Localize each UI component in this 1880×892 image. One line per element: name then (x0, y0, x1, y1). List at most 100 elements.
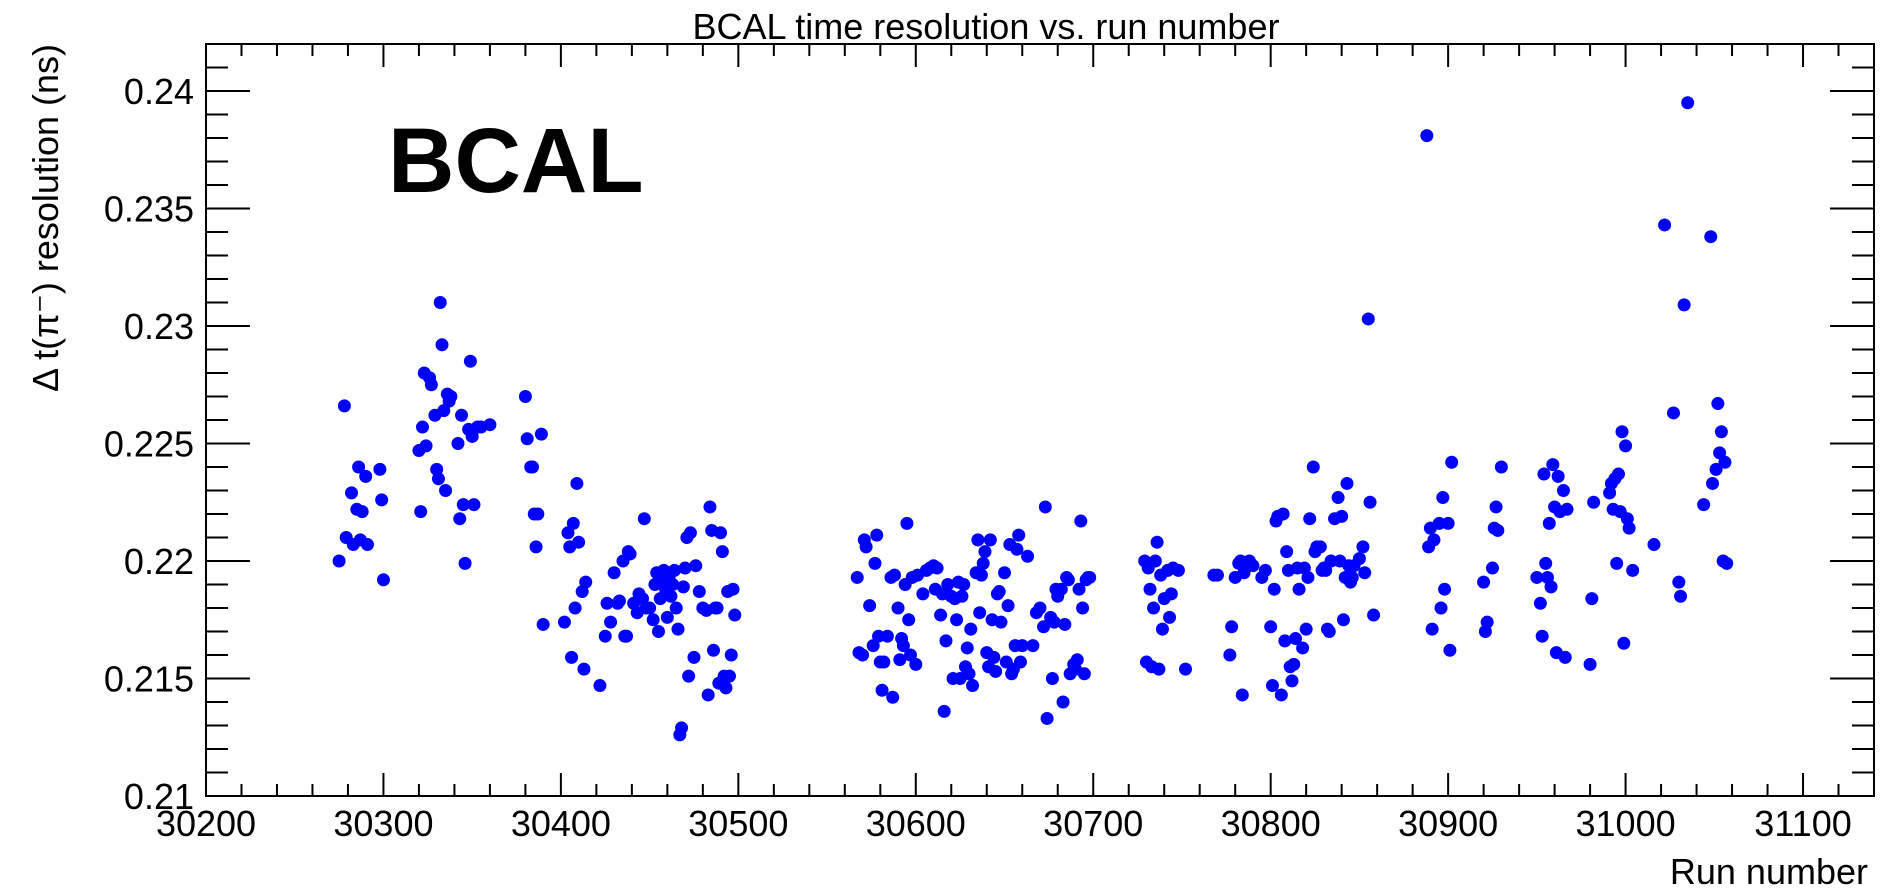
data-point (1658, 218, 1672, 232)
data-point (1299, 622, 1313, 636)
data-point (483, 418, 497, 432)
data-point (1258, 563, 1272, 577)
data-point (456, 498, 470, 512)
data-point (992, 585, 1006, 599)
data-point (1331, 491, 1345, 505)
data-point (1143, 582, 1157, 596)
data-point (950, 613, 964, 627)
data-point (939, 634, 953, 648)
x-tick-label: 31000 (1576, 803, 1676, 844)
data-point (360, 538, 374, 552)
data-point (1480, 615, 1494, 629)
data-point (467, 498, 481, 512)
data-point (359, 469, 373, 483)
data-point (1352, 552, 1366, 566)
data-point (1681, 96, 1695, 110)
data-point (1223, 648, 1237, 662)
data-point (453, 512, 467, 526)
data-point (1047, 615, 1061, 629)
x-tick-label: 31100 (1754, 803, 1851, 844)
data-point (520, 432, 534, 446)
data-point (973, 606, 987, 620)
x-axis-label: Run number (1670, 851, 1868, 892)
data-point (678, 561, 692, 575)
data-point (987, 650, 1001, 664)
data-point (710, 601, 724, 615)
data-point (703, 500, 717, 514)
data-point (726, 582, 740, 596)
data-point (1276, 507, 1290, 521)
data-point (1074, 514, 1088, 528)
data-point (1072, 582, 1086, 596)
data-point (964, 622, 978, 636)
data-point (1367, 608, 1381, 622)
data-point (1322, 625, 1336, 638)
data-point (593, 679, 607, 693)
data-point (966, 679, 980, 693)
data-point (1026, 639, 1040, 653)
data-point (1704, 230, 1718, 244)
data-point (1672, 575, 1686, 589)
data-points (332, 96, 1734, 742)
data-point (893, 653, 907, 667)
data-point (415, 420, 429, 434)
data-point (983, 533, 997, 547)
y-tick-label: 0.215 (104, 659, 194, 700)
data-point (557, 615, 571, 629)
data-point (1544, 580, 1558, 594)
data-point (1037, 620, 1051, 634)
x-tick-label: 30200 (156, 803, 256, 844)
data-point (439, 484, 453, 497)
data-point (577, 662, 591, 676)
data-point (1083, 570, 1097, 584)
data-point (600, 596, 614, 610)
data-point (1537, 467, 1551, 481)
data-point (1012, 528, 1026, 542)
data-point (518, 390, 532, 403)
data-point (1076, 601, 1090, 615)
data-point (1015, 639, 1029, 653)
data-point (435, 338, 449, 352)
data-point (955, 589, 969, 603)
data-point (455, 408, 469, 422)
data-point (565, 650, 579, 664)
data-point (1278, 634, 1292, 648)
data-point (687, 650, 701, 664)
data-point (643, 601, 657, 615)
data-point (1443, 643, 1457, 657)
data-point (896, 639, 910, 653)
data-point (1274, 688, 1288, 702)
y-tick-label: 0.23 (124, 306, 194, 347)
data-point (451, 437, 465, 450)
data-point (974, 568, 988, 582)
y-tick-label: 0.24 (124, 71, 194, 112)
data-point (934, 608, 948, 622)
data-point (962, 667, 976, 681)
data-point (978, 545, 992, 559)
data-point (1340, 476, 1354, 490)
data-point (1711, 397, 1725, 411)
data-point (1477, 575, 1491, 589)
data-point (1709, 462, 1723, 476)
data-point (1551, 469, 1565, 483)
data-point (863, 599, 877, 613)
data-point (660, 610, 674, 624)
data-point (1289, 632, 1303, 646)
data-point (1420, 129, 1434, 143)
data-point (1155, 622, 1169, 636)
data-point (1265, 679, 1279, 693)
data-point (1246, 559, 1260, 573)
data-point (1539, 556, 1553, 570)
x-tick-label: 30700 (1043, 803, 1143, 844)
data-point (671, 622, 685, 636)
data-point (701, 688, 715, 702)
data-point (1697, 498, 1711, 512)
data-point (715, 545, 729, 559)
data-point (1054, 582, 1068, 596)
data-point (1313, 540, 1327, 554)
data-point (637, 512, 651, 526)
data-point (724, 648, 738, 662)
data-point (856, 648, 870, 662)
